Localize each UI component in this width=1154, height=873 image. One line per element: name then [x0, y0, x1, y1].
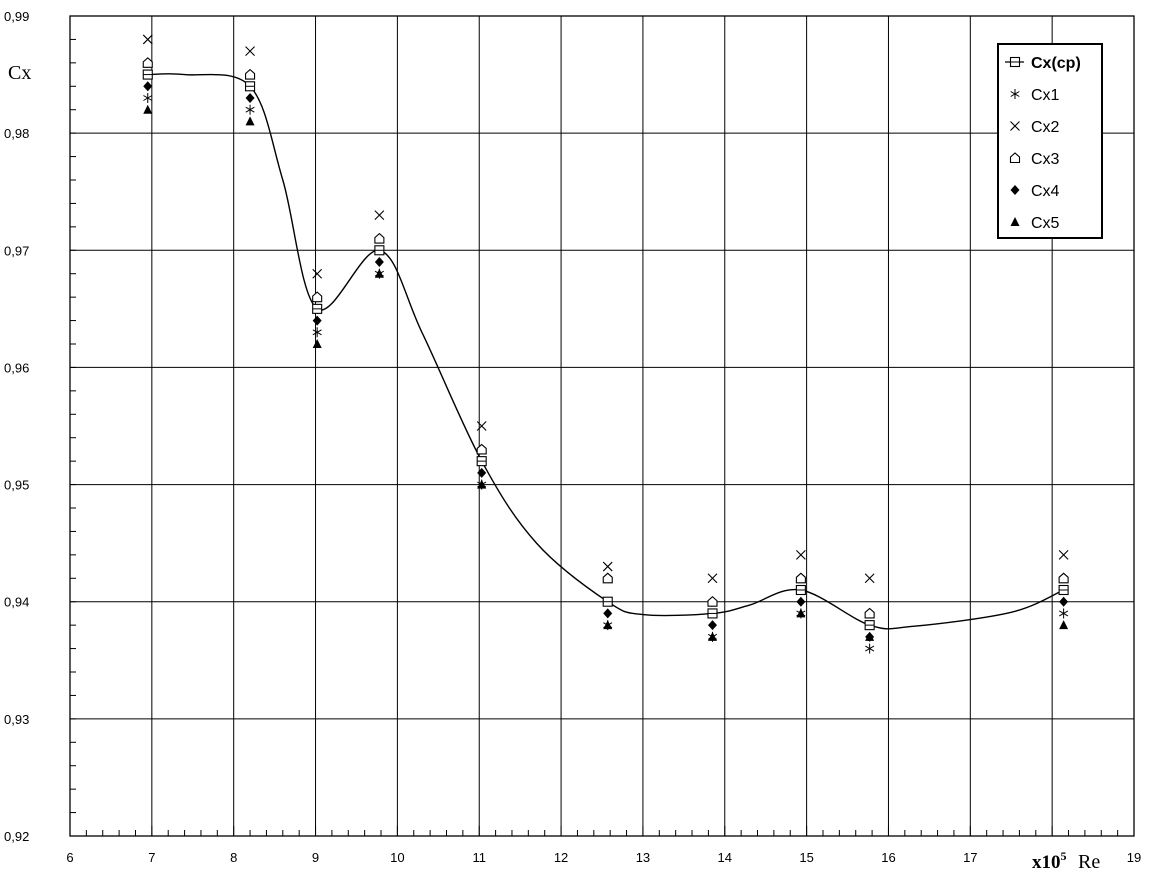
x-tick-label: 6 [66, 850, 73, 865]
legend-marker-cx2 [1010, 121, 1020, 131]
data-point-cx5 [374, 268, 384, 278]
data-point-cx1 [143, 93, 153, 103]
x-tick-label: 10 [390, 850, 404, 865]
data-point-cx5 [796, 608, 806, 618]
legend-label: Cx2 [1031, 119, 1060, 136]
data-point-cx5 [477, 479, 487, 489]
data-point-cx1 [865, 643, 875, 654]
legend-label: Cx4 [1031, 183, 1060, 200]
data-point-cxcp [142, 69, 153, 80]
data-point-cx2 [795, 549, 806, 560]
data-point-cx4 [1059, 596, 1069, 607]
data-point-cx4 [603, 608, 613, 619]
legend-box [997, 43, 1103, 239]
data-point-cx2 [707, 573, 718, 584]
x-tick-label: 15 [799, 850, 813, 865]
y-tick-label: 0,96 [4, 360, 29, 375]
tick-labels: 6 7 8 9 10 11 12 13 14 15 16 17 19 0,92 0,93 0,94 0,95 0,… [4, 9, 1141, 865]
data-point-cx2 [245, 46, 255, 57]
x-tick-label: 13 [636, 850, 650, 865]
data-point-cx2 [476, 421, 487, 431]
legend: Cx(cp) Cx1 Cx2 Cx3 Cx4 Cx5 [997, 43, 1103, 239]
data-point-cx5 [603, 620, 613, 630]
legend-label: Cx1 [1031, 87, 1060, 104]
x-tick-label: 11 [472, 850, 486, 865]
data-point-cx3 [142, 57, 153, 68]
data-point-cx3 [245, 68, 256, 80]
data-point-cx3 [707, 595, 718, 607]
legend-marker-cx4 [1010, 185, 1020, 195]
data-point-cx4 [374, 257, 384, 267]
data-point-cxcp [312, 303, 323, 314]
data-point-cx1 [245, 104, 255, 115]
x-tick-label: 12 [554, 850, 568, 865]
data-point-cx2 [374, 210, 385, 221]
data-point-cx2 [312, 268, 323, 279]
data-point-cx3 [312, 291, 323, 303]
data-point-cxcp [795, 584, 806, 596]
legend-marker-cxcp [1009, 56, 1021, 68]
legend-marker-cx1 [1010, 89, 1020, 99]
data-point-cx2 [1058, 549, 1069, 560]
x-axis-multiplier-base: x10 [1032, 852, 1061, 873]
x-axis-multiplier-exponent: 5 [1061, 849, 1067, 863]
data-point-cxcp [707, 608, 718, 619]
data-point-cx4 [707, 620, 717, 631]
data-point-cxcp [476, 456, 487, 467]
data-point-cx3 [602, 572, 613, 584]
y-axis-title: Cx [8, 62, 31, 84]
y-tick-label: 0,93 [4, 712, 29, 727]
data-point-cx5 [1059, 620, 1069, 630]
data-point-cxcp [1058, 584, 1069, 596]
data-point-cx2 [864, 573, 875, 584]
data-point-cx5 [245, 116, 255, 126]
data-point-cx3 [795, 572, 806, 584]
legend-marker-cx3 [1009, 152, 1021, 164]
data-point-cxcp [864, 620, 875, 631]
legend-label: Cx3 [1031, 151, 1060, 168]
x-axis-title: Re [1078, 851, 1100, 873]
data-point-cx5 [312, 339, 322, 348]
y-tick-label: 0,94 [4, 595, 29, 610]
y-tick-label: 0,95 [4, 478, 29, 493]
y-tick-label: 0,98 [4, 126, 29, 141]
x-tick-label: 7 [148, 850, 155, 865]
y-tick-label: 0,92 [4, 829, 29, 844]
legend-label: Cx(cp) [1031, 55, 1081, 72]
data-point-cx2 [602, 561, 613, 572]
x-tick-label: 16 [881, 850, 895, 865]
plot-background [70, 16, 1134, 836]
data-point-cx4 [245, 93, 255, 103]
data-point-cx5 [143, 104, 153, 114]
data-markers [142, 34, 1069, 654]
data-point-cx4 [477, 467, 487, 478]
data-point-cx5 [865, 631, 875, 641]
data-point-cx1 [1059, 608, 1069, 619]
data-point-cxcp [374, 245, 385, 256]
legend-marker-cx5 [1010, 217, 1020, 226]
data-point-cx4 [312, 315, 322, 326]
x-tick-label: 19 [1127, 850, 1141, 865]
x-tick-label: 8 [230, 850, 237, 865]
data-point-cx4 [143, 81, 153, 92]
x-tick-label: 17 [963, 850, 977, 865]
plot-frame [69, 15, 1135, 837]
data-point-cx5 [707, 631, 717, 641]
data-point-cx3 [864, 607, 875, 619]
data-point-cx3 [374, 232, 385, 244]
x-axis-multiplier: x105 [1032, 849, 1067, 873]
y-tick-label: 0,99 [4, 9, 29, 24]
data-point-cx2 [142, 34, 153, 45]
data-point-cxcp [245, 81, 256, 92]
data-point-cx1 [312, 327, 322, 338]
data-point-cxcp [602, 596, 613, 607]
x-tick-label: 14 [718, 850, 732, 865]
data-point-cx3 [476, 443, 487, 455]
data-point-cx3 [1058, 572, 1069, 584]
data-point-cx4 [796, 596, 806, 607]
y-tick-label: 0,97 [4, 243, 29, 258]
legend-label: Cx5 [1031, 215, 1060, 232]
x-tick-label: 9 [312, 850, 319, 865]
